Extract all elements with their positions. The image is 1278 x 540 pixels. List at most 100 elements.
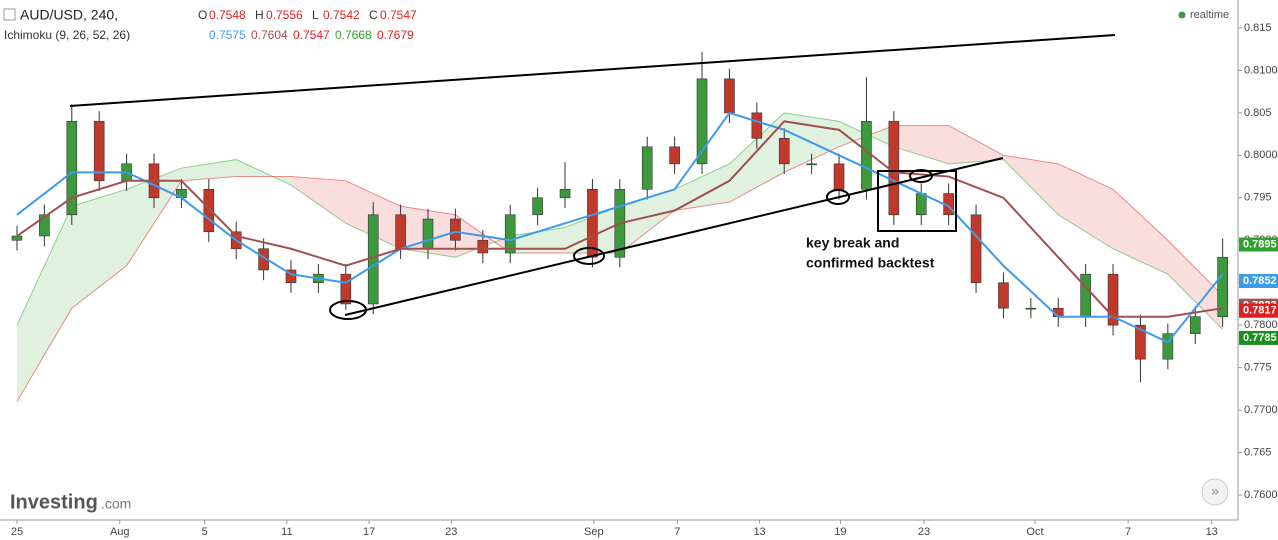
cloud-segment bbox=[181, 159, 237, 181]
status: realtime bbox=[1190, 9, 1229, 21]
candle-body bbox=[1189, 316, 1201, 334]
candle-body bbox=[806, 163, 817, 166]
x-tick-label: Aug bbox=[110, 526, 130, 538]
y-tick-label: 0.7800 bbox=[1244, 319, 1278, 331]
ohlc-label: C bbox=[369, 8, 378, 22]
cloud-segment bbox=[1058, 163, 1114, 249]
price-badge-label: 0.7852 bbox=[1243, 275, 1277, 287]
highlight-box bbox=[877, 170, 957, 232]
price-badge bbox=[1239, 237, 1278, 252]
indicator-line bbox=[16, 120, 1223, 318]
x-tick-label: 23 bbox=[445, 526, 457, 538]
candle-body bbox=[998, 282, 1009, 309]
candle-body bbox=[1107, 273, 1119, 326]
cloud-segment bbox=[619, 189, 675, 253]
highlight-ellipse bbox=[573, 247, 605, 265]
x-tick-label: 13 bbox=[753, 526, 765, 538]
price-badge-label: 0.7817 bbox=[1243, 305, 1277, 317]
candle-body bbox=[888, 121, 900, 216]
cloud-segment bbox=[291, 176, 346, 224]
trend-line bbox=[69, 34, 1116, 107]
x-tick-label: 11 bbox=[281, 526, 292, 538]
ohlc-label: O bbox=[198, 8, 207, 22]
cloud-segment bbox=[893, 125, 949, 164]
cloud-segment bbox=[16, 206, 72, 402]
x-tick-label: 17 bbox=[363, 526, 375, 538]
menu-icon[interactable] bbox=[3, 8, 16, 21]
candle-body bbox=[559, 188, 571, 199]
y-tick-label: 0.7600 bbox=[1244, 489, 1278, 501]
candle-body bbox=[1025, 307, 1037, 310]
cloud-segment bbox=[1113, 189, 1168, 275]
candle-body bbox=[587, 188, 598, 258]
x-tick-label: 7 bbox=[1125, 526, 1131, 538]
price-badge-label: 0.7785 bbox=[1243, 332, 1277, 344]
indicator-name: Ichimoku (9, 26, 52, 26) bbox=[4, 28, 130, 42]
candle-body bbox=[833, 163, 845, 190]
y-tick-label: 0.765 bbox=[1244, 446, 1272, 458]
y-tick-label: 0.775 bbox=[1244, 362, 1272, 374]
y-tick-label: 0.7700 bbox=[1244, 404, 1278, 416]
ohlc-value: 0.7547 bbox=[380, 8, 417, 22]
trend-line bbox=[344, 157, 1004, 316]
price-badge bbox=[1239, 303, 1278, 318]
scroll-button[interactable] bbox=[1201, 478, 1229, 506]
candle-body bbox=[285, 269, 297, 284]
scroll-icon[interactable]: » bbox=[1211, 483, 1219, 499]
candle-body bbox=[1217, 256, 1228, 317]
price-badge bbox=[1239, 274, 1278, 289]
candle-body bbox=[696, 78, 708, 165]
candle-body bbox=[203, 188, 215, 233]
indicator-value: 0.7604 bbox=[251, 28, 288, 42]
plot-area bbox=[11, 51, 1228, 402]
candle-body bbox=[422, 218, 434, 250]
indicator-value: 0.7679 bbox=[377, 28, 414, 42]
candle-body bbox=[504, 214, 516, 254]
x-tick-label: 19 bbox=[834, 526, 846, 538]
candle-body bbox=[751, 112, 763, 139]
brand-suffix: .com bbox=[101, 496, 131, 512]
brand: Investing bbox=[10, 491, 98, 513]
ohlc-header: O 0.7548 H 0.7556 L 0.7542 C 0.7547 bbox=[198, 8, 417, 22]
ohlc-value: 0.7556 bbox=[266, 8, 303, 22]
indicator-value: 0.7575 bbox=[209, 28, 246, 42]
candle-body bbox=[477, 239, 489, 254]
highlight-ellipse bbox=[329, 300, 367, 320]
cloud-segment bbox=[1003, 155, 1059, 215]
ohlc-label: H bbox=[255, 8, 264, 22]
indicator-value: 0.7668 bbox=[335, 28, 372, 42]
candle-body bbox=[641, 146, 653, 190]
cloud-segment bbox=[674, 163, 730, 211]
highlight-ellipse bbox=[826, 189, 850, 205]
cloud-segment bbox=[71, 189, 127, 309]
candle-body bbox=[39, 214, 50, 237]
y-tick-label: 0.8100 bbox=[1244, 64, 1278, 76]
indicator-value: 0.7547 bbox=[293, 28, 330, 42]
y-tick-label: 0.795 bbox=[1244, 192, 1272, 204]
ohlc-label: L bbox=[312, 8, 319, 22]
candle-body bbox=[395, 214, 406, 250]
ohlc-value: 0.7542 bbox=[323, 8, 360, 22]
x-tick-label: 23 bbox=[918, 526, 930, 538]
x-tick-label: Oct bbox=[1026, 526, 1043, 538]
x-tick-label: 7 bbox=[674, 526, 680, 538]
x-tick-label: 5 bbox=[202, 526, 208, 538]
cloud-segment bbox=[1167, 240, 1223, 330]
candle-body bbox=[93, 121, 105, 182]
symbol: AUD/USD, 240, bbox=[20, 7, 118, 23]
annotation: confirmed backtest bbox=[806, 255, 935, 271]
candle-body bbox=[11, 235, 23, 241]
x-tick-label: Sep bbox=[584, 526, 604, 538]
x-tick-label: 25 bbox=[11, 526, 23, 538]
candle-body bbox=[669, 146, 680, 165]
x-tick-label: 13 bbox=[1206, 526, 1218, 538]
candle-body bbox=[1080, 273, 1091, 317]
status-dot bbox=[1178, 11, 1186, 19]
y-tick-label: 0.805 bbox=[1244, 107, 1272, 119]
candle-body bbox=[450, 218, 461, 241]
y-tick-label: 0.8000 bbox=[1244, 149, 1278, 161]
candle-body bbox=[1135, 324, 1146, 360]
indicator-values: 0.7575 0.7604 0.7547 0.7668 0.7679 bbox=[209, 28, 414, 42]
